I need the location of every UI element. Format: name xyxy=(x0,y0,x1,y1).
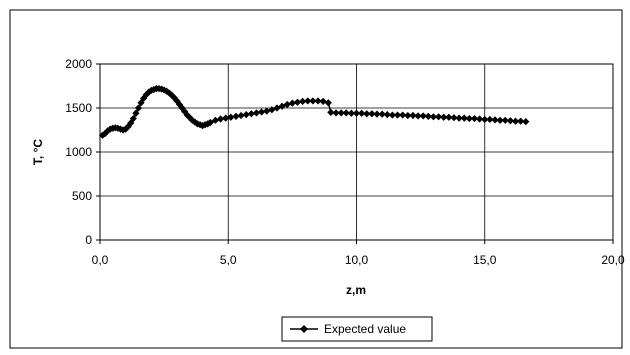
data-point-marker xyxy=(476,115,484,123)
data-point-marker xyxy=(419,112,427,120)
data-point-marker xyxy=(319,97,327,105)
data-point-marker xyxy=(465,114,473,123)
data-point-marker xyxy=(491,116,499,124)
data-point-marker xyxy=(501,116,509,124)
y-tick-label: 1500 xyxy=(65,101,92,115)
data-point-marker xyxy=(278,102,286,110)
data-point-marker xyxy=(263,107,271,115)
data-point-marker xyxy=(522,118,530,126)
data-point-marker xyxy=(304,97,312,105)
data-point-marker xyxy=(399,111,407,119)
data-point-marker xyxy=(414,112,422,120)
data-point-marker xyxy=(429,113,438,121)
legend-label: Expected value xyxy=(324,322,406,336)
data-point-marker xyxy=(191,118,199,126)
data-point-marker xyxy=(252,109,261,117)
data-point-marker xyxy=(368,110,376,118)
data-point-marker xyxy=(450,114,458,122)
data-point-marker xyxy=(378,110,386,118)
data-point-marker xyxy=(288,99,296,107)
data-point-marker xyxy=(134,104,143,112)
tick-labels: 0 500 1000 1500 2000 0,0 5,0 10,0 15,0 20,0 xyxy=(65,57,625,267)
data-point-marker xyxy=(352,109,361,117)
data-point-marker xyxy=(299,97,307,105)
data-point-marker xyxy=(257,108,266,116)
data-point-marker xyxy=(342,109,350,117)
data-point-marker xyxy=(481,115,489,124)
data-point-marker xyxy=(347,109,355,117)
axes xyxy=(99,64,613,241)
data-point-marker xyxy=(358,109,366,117)
data-point-marker xyxy=(327,108,335,116)
data-point-marker xyxy=(232,112,240,120)
data-point-marker xyxy=(424,112,432,120)
data-point-marker xyxy=(434,113,443,121)
data-point-marker xyxy=(222,114,230,122)
data-point-marker xyxy=(293,98,302,106)
data-point-marker xyxy=(383,111,391,119)
data-point-marker xyxy=(283,100,291,109)
data-point-marker xyxy=(409,111,417,120)
data-point-marker xyxy=(129,114,137,123)
y-tick-label: 0 xyxy=(85,233,92,247)
y-tick-label: 500 xyxy=(72,189,92,203)
y-tick-label: 1000 xyxy=(65,145,92,159)
legend-marker-diamond xyxy=(300,325,308,333)
data-point-marker xyxy=(517,117,525,125)
data-point-marker xyxy=(137,99,145,107)
data-point-marker xyxy=(393,111,402,119)
data-point-marker xyxy=(511,117,520,125)
data-point-marker xyxy=(273,104,281,112)
data-point-marker xyxy=(242,111,250,119)
legend: Expected value xyxy=(281,316,433,342)
data-point-marker xyxy=(404,111,412,120)
data-point-marker xyxy=(506,117,514,125)
data-point-marker xyxy=(211,116,220,124)
data-point-marker xyxy=(486,115,494,124)
data-point-marker xyxy=(455,114,463,122)
data-point-marker xyxy=(460,114,468,122)
x-tick-label: 10,0 xyxy=(345,253,369,267)
data-point-marker xyxy=(440,113,448,121)
x-tick-label: 15,0 xyxy=(473,253,497,267)
data-point-marker xyxy=(237,111,245,120)
x-tick-label: 5,0 xyxy=(220,253,237,267)
data-point-marker xyxy=(496,116,504,124)
data-point-marker xyxy=(337,109,345,117)
data-point-marker xyxy=(247,110,255,118)
data-point-marker xyxy=(388,111,397,119)
x-tick-label: 20,0 xyxy=(601,253,625,267)
series-group xyxy=(98,85,530,139)
data-point-marker xyxy=(332,109,340,117)
data-point-marker xyxy=(132,109,140,117)
y-axis-label: T, °C xyxy=(31,139,45,165)
y-tick-label: 2000 xyxy=(65,57,92,71)
data-point-marker xyxy=(314,97,322,105)
data-point-marker xyxy=(470,114,479,123)
data-point-marker xyxy=(324,99,332,107)
data-point-marker xyxy=(227,113,235,121)
data-point-marker xyxy=(216,115,225,123)
data-point-marker xyxy=(445,113,453,121)
data-point-marker xyxy=(363,110,371,118)
x-tick-label: 0,0 xyxy=(92,253,109,267)
data-point-marker xyxy=(206,118,214,127)
x-axis-label: z,m xyxy=(346,283,366,297)
data-point-marker xyxy=(373,110,381,118)
data-point-marker xyxy=(309,97,317,105)
